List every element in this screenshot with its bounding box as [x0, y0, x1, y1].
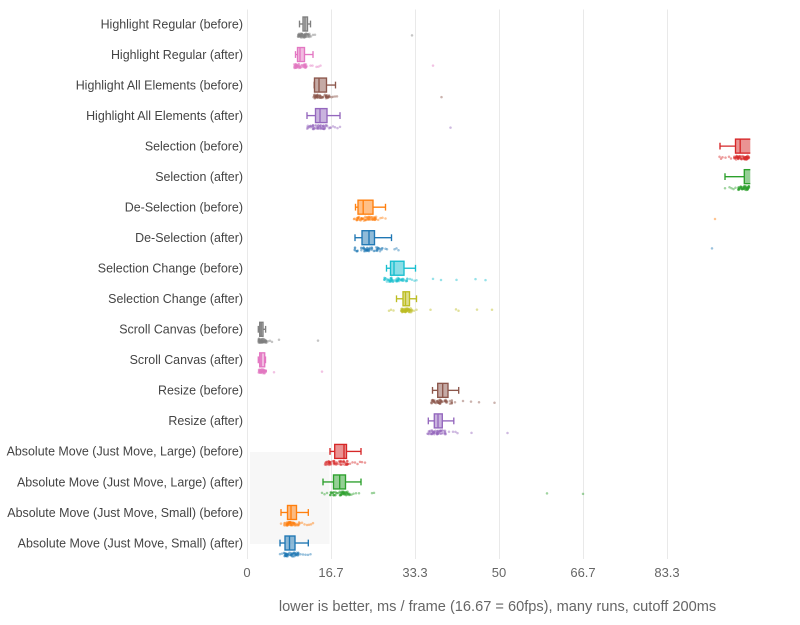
svg-text:Absolute Move (Just Move, Larg: Absolute Move (Just Move, Large) (before…: [7, 445, 243, 459]
svg-text:Highlight All Elements (after): Highlight All Elements (after): [86, 109, 243, 123]
svg-text:16.7: 16.7: [318, 565, 343, 580]
svg-text:Highlight Regular (before): Highlight Regular (before): [101, 17, 243, 31]
svg-text:Absolute Move (Just Move, Larg: Absolute Move (Just Move, Large) (after): [17, 475, 243, 489]
svg-text:Selection (after): Selection (after): [155, 170, 243, 184]
svg-text:Highlight Regular (after): Highlight Regular (after): [111, 48, 243, 62]
svg-text:50: 50: [492, 565, 506, 580]
svg-text:Absolute Move (Just Move, Smal: Absolute Move (Just Move, Small) (after): [18, 536, 243, 550]
svg-text:33.3: 33.3: [402, 565, 427, 580]
svg-text:Scroll Canvas (before): Scroll Canvas (before): [119, 323, 243, 337]
svg-text:Selection (before): Selection (before): [145, 139, 243, 153]
svg-text:De-Selection (after): De-Selection (after): [135, 231, 243, 245]
svg-text:66.7: 66.7: [570, 565, 595, 580]
svg-text:Highlight All Elements (before: Highlight All Elements (before): [76, 78, 243, 92]
svg-text:Selection Change (after): Selection Change (after): [108, 292, 243, 306]
svg-text:Absolute Move (Just Move, Smal: Absolute Move (Just Move, Small) (before…: [7, 506, 243, 520]
svg-text:0: 0: [243, 565, 250, 580]
svg-text:lower is better, ms / frame (1: lower is better, ms / frame (16.67 = 60f…: [279, 599, 716, 615]
svg-text:83.3: 83.3: [654, 565, 679, 580]
svg-text:Resize (after): Resize (after): [168, 414, 243, 428]
svg-text:Selection Change (before): Selection Change (before): [98, 262, 243, 276]
svg-text:De-Selection (before): De-Selection (before): [125, 201, 243, 215]
svg-text:Scroll Canvas (after): Scroll Canvas (after): [130, 353, 243, 367]
svg-text:Resize (before): Resize (before): [158, 384, 243, 398]
